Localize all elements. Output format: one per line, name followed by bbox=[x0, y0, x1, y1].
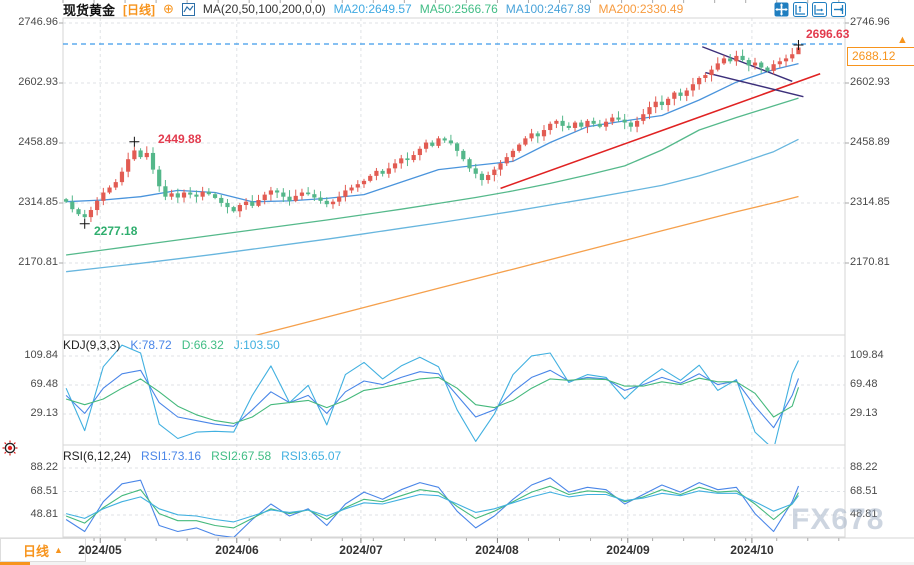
watermark: FX678 bbox=[791, 503, 885, 536]
jump-to-latest-icon[interactable] bbox=[830, 2, 846, 17]
kdj-axis-label: 109.84 bbox=[24, 349, 58, 361]
y-axis-label: 2170.81 bbox=[18, 256, 58, 268]
auto-scale-y-icon[interactable] bbox=[792, 2, 808, 17]
swing-low-label: 2277.18 bbox=[94, 224, 138, 238]
kdj-axis-label: 69.48 bbox=[850, 378, 878, 390]
kdj-k-value: K:78.72 bbox=[130, 338, 172, 352]
auto-scale-x-icon[interactable] bbox=[811, 2, 827, 17]
y-axis-label: 2602.93 bbox=[18, 76, 58, 88]
x-axis-label: 2024/09 bbox=[606, 543, 650, 557]
rsi-title: RSI(6,12,24) bbox=[63, 449, 132, 463]
bottom-toolbar-sliver bbox=[0, 562, 914, 565]
swing-high-label: 2449.88 bbox=[158, 132, 202, 146]
rsi-axis-label: 88.22 bbox=[30, 461, 58, 473]
rsi1-value: RSI1:73.16 bbox=[141, 449, 202, 463]
kdj-axis-label: 29.13 bbox=[30, 407, 58, 419]
rsi2-value: RSI2:67.58 bbox=[211, 449, 272, 463]
price-up-arrow-icon: ▲ bbox=[897, 34, 908, 46]
ma50-value: MA50:2566.76 bbox=[419, 2, 498, 16]
chevron-up-icon: ▲ bbox=[54, 545, 63, 555]
period-tab-label: 日线 bbox=[23, 543, 50, 559]
rsi-axis-label: 68.51 bbox=[30, 485, 58, 497]
period-tab-daily[interactable]: 日线 ▲ bbox=[0, 538, 86, 562]
y-axis-label: 2170.81 bbox=[850, 256, 890, 268]
rsi3-value: RSI3:65.07 bbox=[281, 449, 342, 463]
period-tag: [日线] bbox=[123, 2, 156, 17]
move-icon[interactable] bbox=[773, 2, 789, 17]
x-axis-label: 2024/06 bbox=[215, 543, 259, 557]
y-axis-label: 2314.85 bbox=[18, 196, 58, 208]
rsi-axis-label: 88.22 bbox=[850, 461, 878, 473]
latest-high-label: 2696.63 bbox=[806, 27, 850, 41]
kdj-d-value: D:66.32 bbox=[181, 338, 224, 352]
kdj-j-value: J:103.50 bbox=[233, 338, 280, 352]
ma100-value: MA100:2467.89 bbox=[505, 2, 591, 16]
symbol-name: 现货黄金 bbox=[63, 2, 116, 18]
last-price-box: 2688.12 bbox=[847, 47, 914, 66]
y-axis-label: 2746.96 bbox=[18, 16, 58, 28]
ma-formula: MA(20,50,100,200,0,0) bbox=[202, 2, 326, 16]
kdj-axis-label: 29.13 bbox=[850, 407, 878, 419]
rsi-header: RSI(6,12,24) RSI1:73.16 RSI2:67.58 RSI3:… bbox=[63, 449, 341, 463]
y-axis-label: 2314.85 bbox=[850, 196, 890, 208]
y-axis-label: 2458.89 bbox=[18, 136, 58, 148]
rsi-axis-label: 48.81 bbox=[30, 508, 58, 520]
chart-header: 现货黄金 [日线] ⊕ MA(20,50,100,200,0,0) MA20:2… bbox=[63, 1, 684, 18]
x-axis-label: 2024/10 bbox=[730, 543, 774, 557]
chart-toolbar bbox=[773, 2, 846, 17]
ma20-value: MA20:2649.57 bbox=[333, 2, 412, 16]
add-compare-icon[interactable]: ⊕ bbox=[163, 1, 174, 16]
kdj-axis-label: 109.84 bbox=[850, 349, 884, 361]
x-axis-label: 2024/08 bbox=[475, 543, 519, 557]
kdj-axis-label: 69.48 bbox=[30, 378, 58, 390]
indicator-alert-icon[interactable] bbox=[2, 440, 18, 461]
indicator-chart-icon bbox=[181, 2, 195, 16]
kdj-header: KDJ(9,3,3) K:78.72 D:66.32 J:103.50 bbox=[63, 338, 280, 352]
ma200-value: MA200:2330.49 bbox=[598, 2, 684, 16]
x-axis-label: 2024/07 bbox=[339, 543, 383, 557]
rsi-axis-label: 48.81 bbox=[850, 508, 878, 520]
y-axis-label: 2746.96 bbox=[850, 16, 890, 28]
kdj-title: KDJ(9,3,3) bbox=[63, 338, 121, 352]
y-axis-label: 2458.89 bbox=[850, 136, 890, 148]
x-axis-label: 2024/05 bbox=[78, 543, 122, 557]
rsi-axis-label: 68.51 bbox=[850, 485, 878, 497]
y-axis-label: 2602.93 bbox=[850, 76, 890, 88]
